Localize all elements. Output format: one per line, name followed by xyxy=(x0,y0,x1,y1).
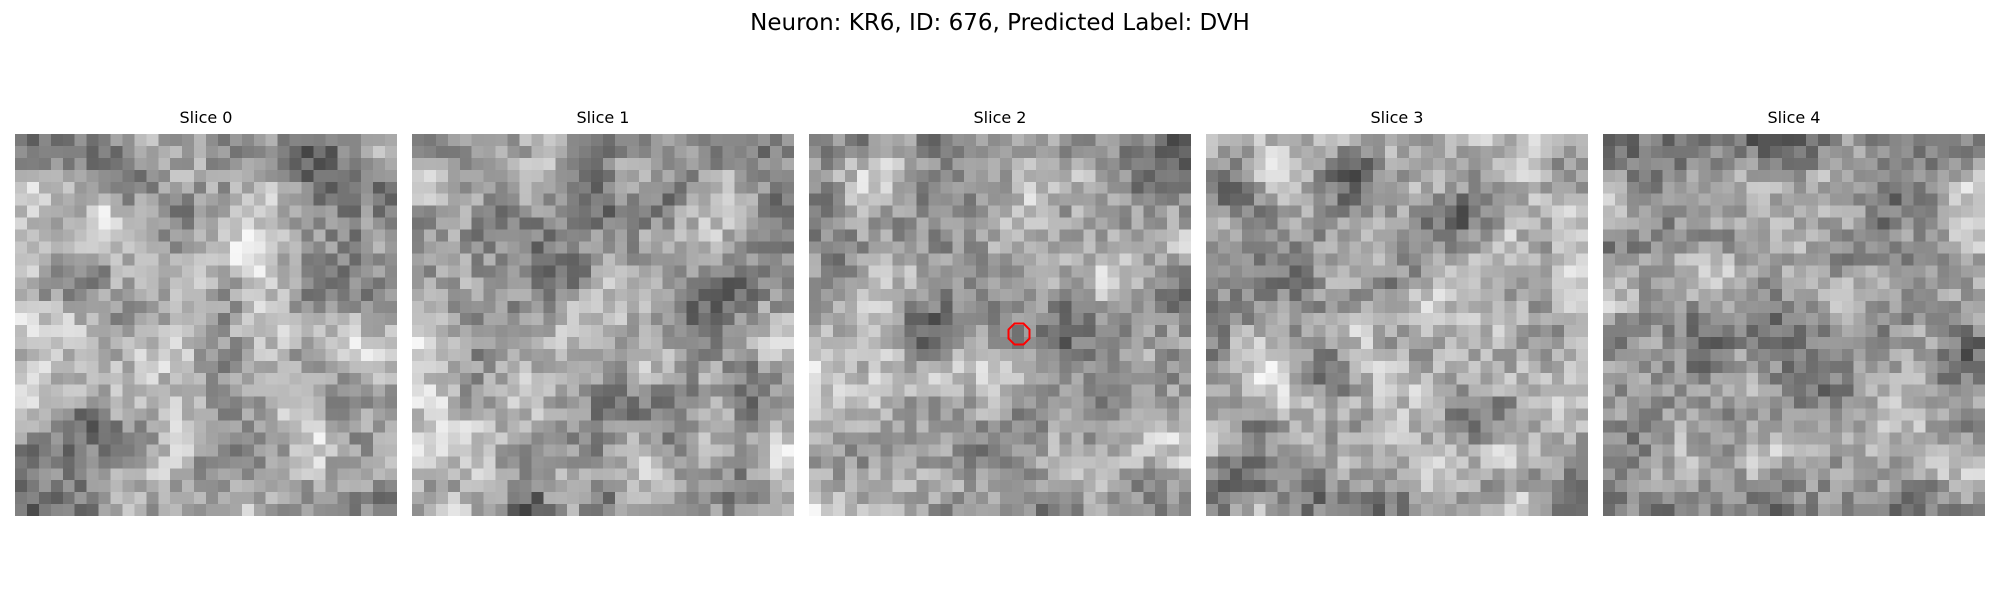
neuron-marker-icon xyxy=(1007,322,1031,346)
slice-image xyxy=(412,134,794,516)
slice-image xyxy=(809,134,1191,516)
figure-title: Neuron: KR6, ID: 676, Predicted Label: D… xyxy=(750,10,1250,36)
slice-panel-3: Slice 3 xyxy=(1206,108,1588,516)
slice-image xyxy=(1603,134,1985,516)
slice-title: Slice 3 xyxy=(1370,108,1424,127)
slice-panel-2: Slice 2 xyxy=(809,108,1191,516)
slice-image xyxy=(1206,134,1588,516)
slice-title: Slice 2 xyxy=(973,108,1027,127)
slice-title: Slice 4 xyxy=(1767,108,1821,127)
slice-panel-4: Slice 4 xyxy=(1603,108,1985,516)
slice-title: Slice 1 xyxy=(576,108,630,127)
marker-octagon xyxy=(1007,322,1031,346)
slice-panel-0: Slice 0 xyxy=(15,108,397,516)
slice-image xyxy=(15,134,397,516)
slice-panel-1: Slice 1 xyxy=(412,108,794,516)
slice-title: Slice 0 xyxy=(179,108,233,127)
